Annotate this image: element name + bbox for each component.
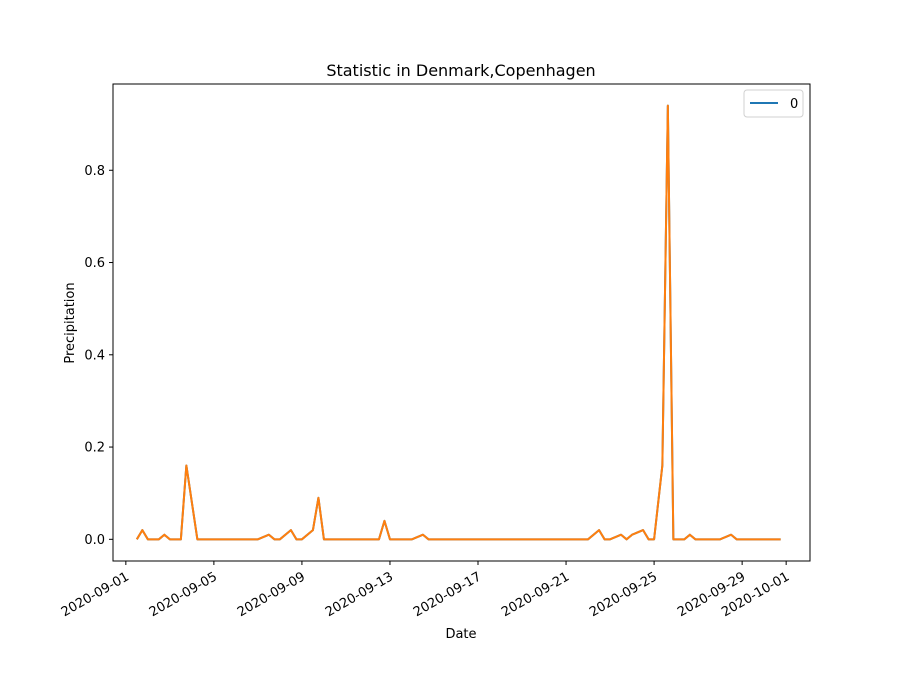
- y-tick-label: 0.0: [84, 533, 105, 548]
- series-line-1: [135, 104, 781, 541]
- y-tick-label: 0.2: [84, 441, 105, 456]
- plot-lines: [135, 104, 781, 541]
- y-tick-label: 0.6: [84, 256, 105, 271]
- plot-area-frame: [112, 83, 811, 562]
- y-tick-label: 0.4: [84, 348, 105, 363]
- y-axis-ticks: 0.0 0.2 0.4 0.6 0.8: [84, 164, 113, 548]
- y-axis-label: Precipitation: [63, 282, 78, 363]
- y-tick-label: 0.8: [84, 164, 105, 179]
- chart-title: Statistic in Denmark,Copenhagen: [326, 61, 595, 80]
- legend: 0: [743, 89, 804, 118]
- legend-label: 0: [790, 97, 798, 112]
- x-axis-label: Date: [445, 627, 476, 642]
